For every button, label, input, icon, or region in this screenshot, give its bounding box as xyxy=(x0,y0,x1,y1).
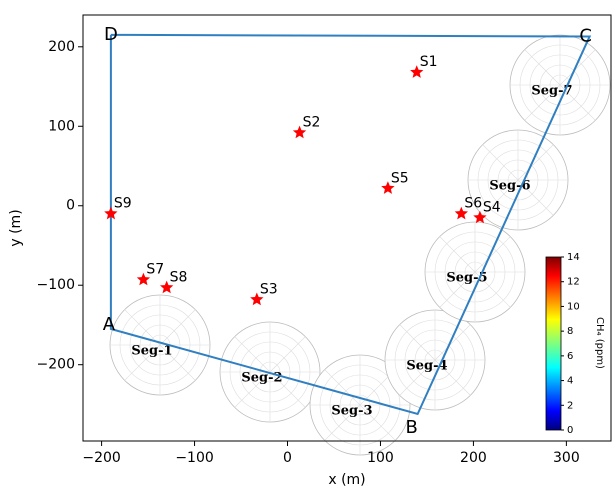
colorbar-tick-label: 0 xyxy=(567,425,573,436)
vertex-label: B xyxy=(405,417,417,438)
colorbar-tick-label: 10 xyxy=(567,301,580,312)
x-tick-label: 300 xyxy=(553,450,580,466)
x-tick-label: 200 xyxy=(460,450,487,466)
vertex-label: A xyxy=(103,314,116,335)
polar-spoke xyxy=(517,179,554,216)
point-label: S6 xyxy=(464,196,482,212)
polar-inset: Seg-3 xyxy=(309,354,411,456)
colorbar-tick-label: 4 xyxy=(567,376,573,387)
colorbar-label: CH₄ (ppm) xyxy=(594,317,605,369)
polar-inset: Seg-1 xyxy=(109,294,211,396)
polar-spoke xyxy=(324,404,361,441)
y-axis-label: y (m) xyxy=(8,209,24,246)
y-tick-label: −200 xyxy=(37,357,75,373)
polar-spoke xyxy=(324,369,361,406)
inset-label: Seg-3 xyxy=(331,404,372,419)
sample-point xyxy=(473,210,487,224)
polar-spoke xyxy=(474,236,511,273)
colorbar-tick-label: 6 xyxy=(567,351,573,362)
polar-spoke xyxy=(234,336,271,373)
y-tick-label: 100 xyxy=(48,118,75,134)
colorbar xyxy=(545,256,562,431)
polar-spoke xyxy=(439,236,476,273)
colorbar-tick-label: 14 xyxy=(567,252,580,263)
polar-spoke xyxy=(474,271,511,308)
colorbar-tick-label: 12 xyxy=(567,277,580,288)
inset-label: Seg-1 xyxy=(131,344,172,359)
inset-label: Seg-2 xyxy=(241,371,282,386)
point-label: S9 xyxy=(114,196,132,212)
sample-point xyxy=(292,125,307,139)
plot-frame xyxy=(82,14,612,442)
sample-point xyxy=(410,65,424,78)
x-tick-label: 0 xyxy=(283,450,292,466)
sample-point xyxy=(160,280,174,294)
sample-point xyxy=(454,206,468,220)
polar-spoke xyxy=(434,324,471,361)
polar-spoke xyxy=(234,371,271,408)
polar-inset: Seg-4 xyxy=(384,309,486,411)
polar-spoke xyxy=(269,371,306,408)
colorbar-tick-label: 8 xyxy=(567,326,573,337)
polar-spoke xyxy=(524,49,561,86)
x-tick-label: 100 xyxy=(367,450,394,466)
vertex-label: D xyxy=(104,24,118,45)
point-label: S1 xyxy=(420,54,438,70)
polar-inset: Seg-5 xyxy=(424,221,526,323)
polar-spoke xyxy=(159,309,196,346)
polar-spoke xyxy=(559,49,596,86)
sample-point xyxy=(104,206,118,220)
x-tick-label: −200 xyxy=(82,450,120,466)
polar-spoke xyxy=(359,404,396,441)
y-tick-label: 0 xyxy=(66,198,75,214)
point-label: S4 xyxy=(483,200,501,216)
y-tick-label: −100 xyxy=(37,277,75,293)
vertex-label: C xyxy=(579,25,592,46)
polar-spoke xyxy=(482,179,519,216)
polar-spoke xyxy=(399,359,436,396)
sample-point xyxy=(136,272,151,286)
polar-spoke xyxy=(517,144,554,181)
polar-spoke xyxy=(482,144,519,181)
sample-point xyxy=(381,181,395,194)
sample-point xyxy=(250,292,264,306)
polar-spoke xyxy=(524,84,561,121)
point-label: S2 xyxy=(303,115,321,131)
polar-spoke xyxy=(124,309,161,346)
polar-inset: Seg-2 xyxy=(219,321,321,423)
colorbar-tick-label: 2 xyxy=(567,400,573,411)
point-label: S5 xyxy=(391,170,409,186)
point-label: S3 xyxy=(260,282,278,298)
x-axis-label: x (m) xyxy=(328,472,365,488)
polar-spoke xyxy=(124,344,161,381)
polar-spoke xyxy=(399,324,436,361)
polar-spoke xyxy=(439,271,476,308)
survey-path xyxy=(109,33,592,416)
point-label: S8 xyxy=(170,270,188,286)
polar-spoke xyxy=(269,336,306,373)
polar-spoke xyxy=(159,344,196,381)
polar-inset: Seg-7 xyxy=(509,34,611,136)
polar-spoke xyxy=(434,359,471,396)
point-label: S7 xyxy=(146,262,164,278)
x-tick-label: −100 xyxy=(175,450,213,466)
y-tick-label: 200 xyxy=(48,39,75,55)
